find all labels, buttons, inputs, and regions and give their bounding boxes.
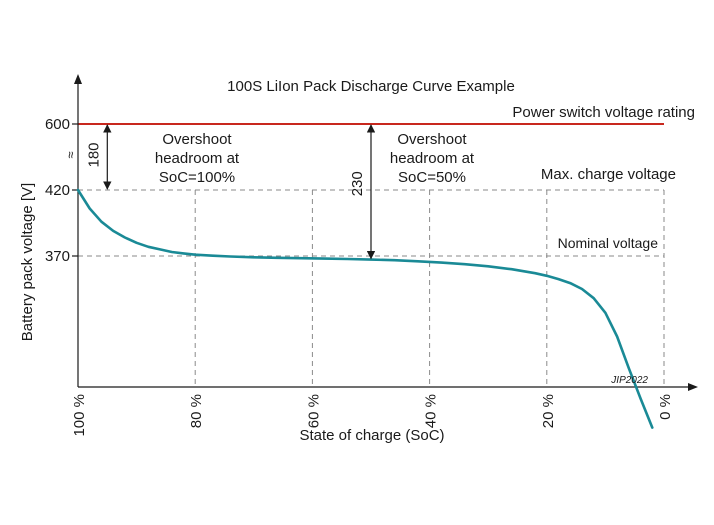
credit-label: JIP2022	[610, 375, 648, 386]
annotations: 180 Overshoot headroom at SoC=100% 230 Oversh…	[85, 124, 475, 260]
headroom-text-230-0: Overshoot	[397, 131, 467, 148]
x-axis-label: State of charge (SoC)	[299, 427, 444, 444]
headroom-text-180-0: Overshoot	[162, 131, 232, 148]
x-tick-label-60: 60 %	[305, 394, 322, 428]
headroom-value-180: 180	[85, 142, 102, 167]
reference-line-label-0: Power switch voltage rating	[512, 104, 695, 121]
headroom-value-230: 230	[349, 171, 366, 196]
y-axis-arrow	[74, 74, 82, 84]
reference-lines: Power switch voltage rating Max. charge v…	[78, 104, 695, 257]
y-tick-label-600: 600	[45, 116, 70, 133]
reference-line-label-2: Nominal voltage	[558, 235, 659, 251]
reference-line-label-1: Max. charge voltage	[541, 166, 676, 183]
x-tick-label-0: 0 %	[657, 394, 674, 420]
x-axis-arrow	[688, 383, 698, 391]
headroom-text-180-1: headroom at	[155, 150, 240, 167]
chart-title: 100S LiIon Pack Discharge Curve Example	[227, 78, 515, 95]
y-tick-labels: 370 420 600	[45, 116, 78, 265]
grid-lines	[194, 190, 665, 387]
headroom-text-230-1: headroom at	[390, 150, 475, 167]
y-tick-label-420: 420	[45, 182, 70, 199]
x-tick-label-40: 40 %	[423, 394, 440, 428]
x-tick-labels: 100 % 80 % 60 % 40 % 20 % 0 %	[71, 394, 674, 437]
x-tick-label-20: 20 %	[540, 394, 557, 428]
x-tick-label-100: 100 %	[71, 394, 88, 437]
discharge-curve-line	[76, 188, 654, 429]
headroom-text-180-2: SoC=100%	[159, 169, 235, 186]
y-axis-label: Battery pack voltage [V]	[19, 183, 36, 341]
axis-break-symbol: ≈	[63, 151, 78, 158]
x-tick-label-80: 80 %	[188, 394, 205, 428]
y-tick-label-370: 370	[45, 248, 70, 265]
headroom-text-230-2: SoC=50%	[398, 169, 466, 186]
